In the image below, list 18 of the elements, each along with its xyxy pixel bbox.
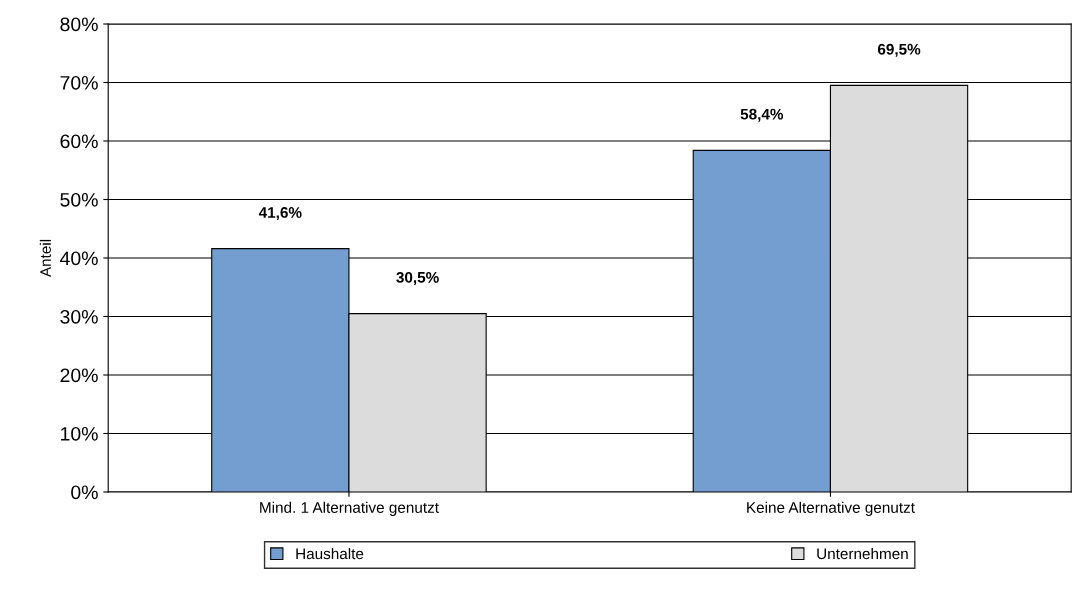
legend-label: Haushalte	[296, 547, 364, 560]
y-tick-label: 70%	[60, 75, 98, 90]
y-axis-title: Anteil	[39, 239, 51, 278]
y-tick-label: 10%	[61, 426, 98, 441]
x-tick-label: Mind. 1 Alternative genutzt	[260, 501, 439, 516]
y-tick-label: 80%	[60, 17, 98, 32]
y-tick-label: 30%	[60, 309, 98, 324]
data-label: 41,6%	[258, 207, 302, 221]
y-tick-label: 50%	[60, 192, 98, 207]
data-label: 30,5%	[396, 271, 439, 285]
data-label: 69,5%	[877, 43, 921, 57]
x-tick-label: Keine Alternative genutzt	[747, 501, 915, 516]
y-tick-label: 60%	[60, 134, 98, 149]
y-tick-label: 40%	[60, 251, 98, 266]
y-tick-label: 0%	[71, 485, 98, 500]
legend-label: Unternehmen	[817, 547, 908, 560]
data-label: 58,4%	[740, 108, 784, 122]
y-tick-label: 20%	[60, 368, 98, 383]
